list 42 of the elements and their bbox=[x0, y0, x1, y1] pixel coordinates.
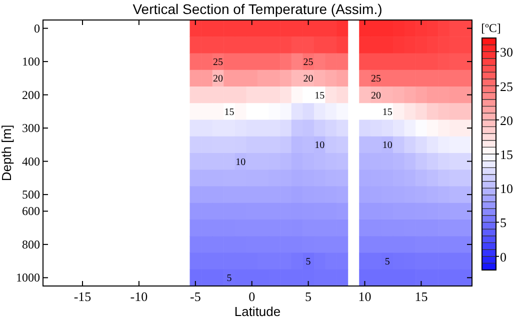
y-tick-label: 400 bbox=[22, 154, 40, 168]
color-bar-label: 10 bbox=[500, 181, 513, 196]
y-tick-label: 0 bbox=[34, 21, 40, 36]
color-bar-title: [ºC] bbox=[481, 21, 501, 35]
y-tick-label: 600 bbox=[22, 204, 40, 218]
data-label: 5 bbox=[384, 256, 390, 268]
x-tick-label: 0 bbox=[248, 289, 256, 304]
data-label: 15 bbox=[224, 106, 234, 118]
x-tick-label: 5 bbox=[305, 289, 312, 304]
color-bar-label: 30 bbox=[500, 44, 513, 60]
data-label: 10 bbox=[382, 140, 392, 152]
y-tick-label: 1000 bbox=[16, 270, 40, 285]
data-label: 10 bbox=[236, 156, 246, 168]
color-bar-label: 25 bbox=[500, 78, 513, 94]
y-tick-label: 500 bbox=[22, 188, 40, 202]
data-label: 5 bbox=[306, 256, 311, 268]
data-label: 20 bbox=[303, 74, 314, 85]
data-label: 20 bbox=[371, 90, 382, 102]
data-label: 25 bbox=[371, 74, 382, 85]
x-tick-label: -15 bbox=[74, 289, 92, 304]
y-tick-label: 100 bbox=[22, 54, 40, 69]
x-tick-label: -5 bbox=[190, 289, 201, 304]
data-label: 10 bbox=[314, 140, 325, 152]
color-bar-label: 15 bbox=[500, 147, 513, 162]
x-tick-label: -10 bbox=[130, 289, 148, 304]
y-tick-label: 300 bbox=[22, 121, 40, 136]
color-bar-label: 5 bbox=[500, 215, 506, 230]
y-tick-label: 200 bbox=[22, 88, 40, 102]
data-label: 25 bbox=[303, 57, 314, 68]
chart-title: Vertical Section of Temperature (Assim.) bbox=[132, 1, 382, 17]
x-axis-title: Latitude bbox=[234, 304, 281, 319]
x-tick-label: 10 bbox=[358, 289, 372, 304]
x-tick-label: 15 bbox=[414, 289, 428, 304]
data-label: 5 bbox=[226, 273, 232, 284]
y-axis-title: Depth [m] bbox=[0, 124, 14, 182]
y-tick-label: 800 bbox=[22, 237, 40, 252]
data-label: 15 bbox=[314, 90, 325, 102]
color-bar-label: 0 bbox=[500, 249, 506, 264]
data-label: 15 bbox=[382, 106, 392, 118]
data-label: 25 bbox=[212, 57, 223, 68]
data-label: 20 bbox=[212, 74, 223, 85]
color-bar-label: 20 bbox=[500, 112, 513, 128]
